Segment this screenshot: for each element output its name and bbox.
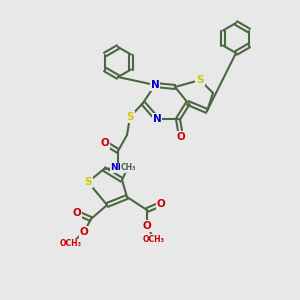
Text: CH₃: CH₃ xyxy=(120,163,136,172)
Text: O: O xyxy=(142,221,152,231)
Text: O: O xyxy=(157,199,165,209)
Text: O: O xyxy=(73,208,81,218)
Text: O: O xyxy=(80,227,88,237)
Text: O: O xyxy=(177,132,185,142)
Text: O: O xyxy=(100,138,109,148)
Text: S: S xyxy=(126,112,134,122)
Text: NH: NH xyxy=(110,164,126,172)
Text: S: S xyxy=(84,177,92,187)
Text: S: S xyxy=(196,75,204,85)
Text: OCH₃: OCH₃ xyxy=(60,239,82,248)
Text: N: N xyxy=(151,80,159,90)
Text: OCH₃: OCH₃ xyxy=(143,235,165,244)
Text: N: N xyxy=(153,114,161,124)
